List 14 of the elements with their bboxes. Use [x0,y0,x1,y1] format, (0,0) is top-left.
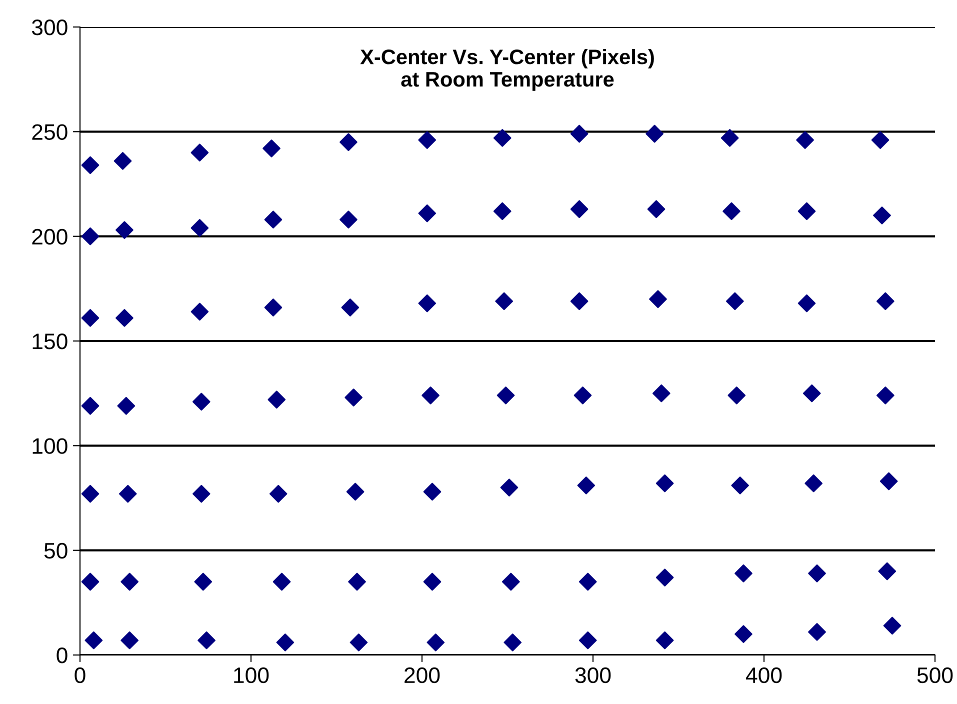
x-tick-label: 200 [404,667,440,684]
y-tick-label: 0 [56,648,68,664]
y-tick-label: 50 [44,542,68,559]
y-tick-label: 250 [32,124,68,140]
y-tick-label: 100 [32,438,68,454]
text: X-Center Vs. Y-Center (Pixels) at Room Temperature [360,48,654,91]
x-tick-label: 300 [575,667,611,684]
y-tick-label: 200 [32,228,68,245]
x-tick-label: 100 [234,667,269,684]
x-tick-label: 400 [746,667,782,684]
x-tick-label: 500 [917,667,953,684]
y-tick-label: 150 [32,334,68,350]
x-tick-label: 0 [74,667,86,684]
y-tick-label: 300 [32,20,68,36]
